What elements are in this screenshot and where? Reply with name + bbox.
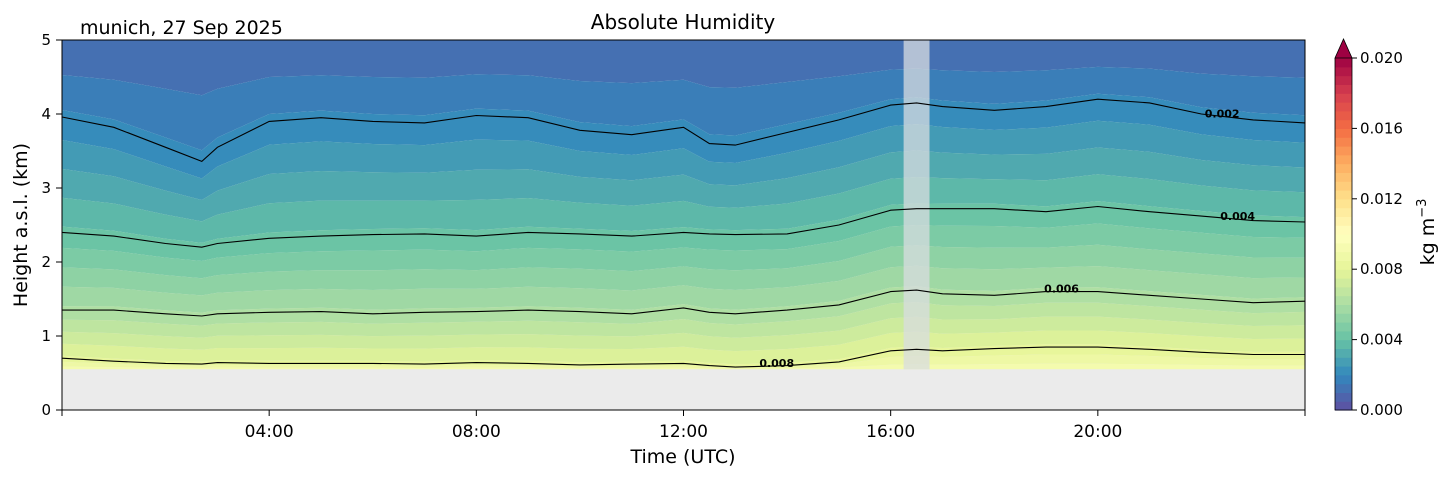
x-axis-label: Time (UTC) bbox=[629, 446, 735, 468]
colorbar-segment bbox=[1335, 251, 1352, 261]
humidity-band bbox=[62, 330, 1305, 365]
colorbar-segment bbox=[1335, 110, 1352, 121]
colorbar-tick-label: 0.012 bbox=[1360, 190, 1403, 208]
x-tick-label: 08:00 bbox=[452, 422, 501, 442]
humidity-band bbox=[62, 354, 1305, 369]
humidity-field bbox=[62, 40, 1305, 410]
colorbar-segment bbox=[1335, 392, 1352, 402]
y-tick-label: 4 bbox=[41, 105, 51, 123]
x-tick-label: 16:00 bbox=[866, 422, 915, 442]
x-axis: 04:00 08:00 12:00 16:00 20:00 bbox=[61, 410, 1306, 442]
y-tick-label: 2 bbox=[41, 253, 51, 271]
humidity-band bbox=[62, 316, 1305, 352]
contour-line-0.002 bbox=[62, 98, 1305, 163]
colorbar-segment bbox=[1335, 93, 1352, 103]
colorbar-segment bbox=[1335, 234, 1352, 244]
y-tick-label: 5 bbox=[41, 31, 51, 49]
y-axis: 0 1 2 3 4 5 bbox=[41, 31, 62, 419]
colorbar-segment bbox=[1335, 383, 1352, 393]
chart-title: Absolute Humidity bbox=[591, 10, 776, 34]
colorbar-tick-label: 0.000 bbox=[1360, 401, 1403, 419]
humidity-band bbox=[62, 223, 1305, 279]
humidity-band bbox=[62, 363, 1305, 370]
colorbar-segment bbox=[1335, 128, 1352, 138]
colorbar-segment bbox=[1335, 75, 1352, 85]
humidity-band bbox=[62, 93, 1305, 179]
colorbar-segment bbox=[1335, 216, 1352, 226]
missing-data-gap bbox=[903, 40, 930, 370]
colorbar-segment bbox=[1335, 339, 1352, 349]
colorbar-segment bbox=[1335, 348, 1352, 358]
humidity-band bbox=[62, 265, 1305, 313]
colorbar-segment bbox=[1335, 84, 1352, 94]
colorbar-segment bbox=[1335, 278, 1352, 288]
colorbar-frame bbox=[1334, 58, 1353, 411]
contour-label-0.006: 0.006 bbox=[1044, 283, 1079, 296]
colorbar-segment bbox=[1335, 137, 1352, 147]
colorbar-segment bbox=[1335, 225, 1352, 235]
colorbar-tick-label: 0.008 bbox=[1360, 260, 1403, 278]
humidity-band bbox=[62, 40, 1305, 96]
colorbar-label-exponent: −3 bbox=[1415, 199, 1430, 218]
humidity-band bbox=[62, 244, 1305, 296]
humidity-band bbox=[62, 302, 1305, 338]
humidity-band bbox=[62, 286, 1305, 326]
x-tick-label: 20:00 bbox=[1073, 422, 1122, 442]
y-axis-label: Height a.s.l. (km) bbox=[10, 143, 32, 307]
colorbar-segment bbox=[1335, 286, 1352, 297]
colorbar-tick-label: 0.004 bbox=[1360, 331, 1403, 349]
colorbar-label: kg m−3 bbox=[1415, 199, 1439, 266]
colorbar: 0.000 0.004 0.008 0.012 0.016 0.020 bbox=[1334, 38, 1403, 419]
colorbar-segment bbox=[1335, 295, 1352, 305]
colorbar-segment bbox=[1335, 357, 1352, 367]
colorbar-segment bbox=[1335, 401, 1352, 411]
colorbar-tick-label: 0.016 bbox=[1360, 119, 1403, 137]
colorbar-segment bbox=[1335, 66, 1352, 77]
colorbar-segment bbox=[1335, 190, 1352, 200]
colorbar-segment bbox=[1335, 330, 1352, 341]
x-tick-label: 04:00 bbox=[245, 422, 294, 442]
contour-line-0.008 bbox=[62, 346, 1305, 368]
colorbar-tick-label: 0.020 bbox=[1360, 49, 1403, 67]
humidity-band bbox=[62, 344, 1305, 368]
humidity-band bbox=[62, 201, 1305, 261]
colorbar-segment bbox=[1335, 58, 1352, 68]
x-tick-label: 12:00 bbox=[659, 422, 708, 442]
colorbar-segment bbox=[1335, 304, 1352, 314]
colorbar-segment bbox=[1335, 154, 1352, 165]
colorbar-segment bbox=[1335, 242, 1352, 253]
colorbar-segment bbox=[1335, 102, 1352, 112]
contour-line-0.004 bbox=[62, 205, 1305, 248]
colorbar-segment bbox=[1335, 207, 1352, 217]
y-tick-label: 3 bbox=[41, 179, 51, 197]
contour-label-0.002: 0.002 bbox=[1205, 107, 1240, 120]
chart-subtitle: munich, 27 Sep 2025 bbox=[80, 17, 283, 39]
colorbar-segment bbox=[1335, 313, 1352, 323]
humidity-band bbox=[62, 120, 1305, 200]
colorbar-segment bbox=[1335, 374, 1352, 385]
y-tick-label: 1 bbox=[41, 327, 51, 345]
colorbar-extend-arrow bbox=[1334, 38, 1353, 59]
colorbar-segment bbox=[1335, 181, 1352, 191]
colorbar-segment bbox=[1335, 198, 1352, 209]
colorbar-segment bbox=[1335, 119, 1352, 129]
contour-line-0.006 bbox=[62, 289, 1305, 317]
colorbar-segment bbox=[1335, 163, 1352, 173]
colorbar-label-unit: kg m bbox=[1417, 218, 1439, 266]
colorbar-segment bbox=[1335, 260, 1352, 270]
y-tick-label: 0 bbox=[41, 401, 51, 419]
colorbar-segment bbox=[1335, 322, 1352, 332]
contour-label-0.008: 0.008 bbox=[759, 357, 794, 370]
colorbar-segment bbox=[1335, 366, 1352, 376]
colorbar-segment bbox=[1335, 172, 1352, 182]
contour-label-0.004: 0.004 bbox=[1220, 210, 1255, 223]
humidity-band bbox=[62, 147, 1305, 222]
humidity-band bbox=[62, 174, 1305, 243]
humidity-band bbox=[62, 66, 1305, 151]
contour-lines: 0.002 0.004 0.006 0.008 bbox=[62, 98, 1305, 370]
colorbar-segment bbox=[1335, 146, 1352, 156]
colorbar-segment bbox=[1335, 269, 1352, 279]
